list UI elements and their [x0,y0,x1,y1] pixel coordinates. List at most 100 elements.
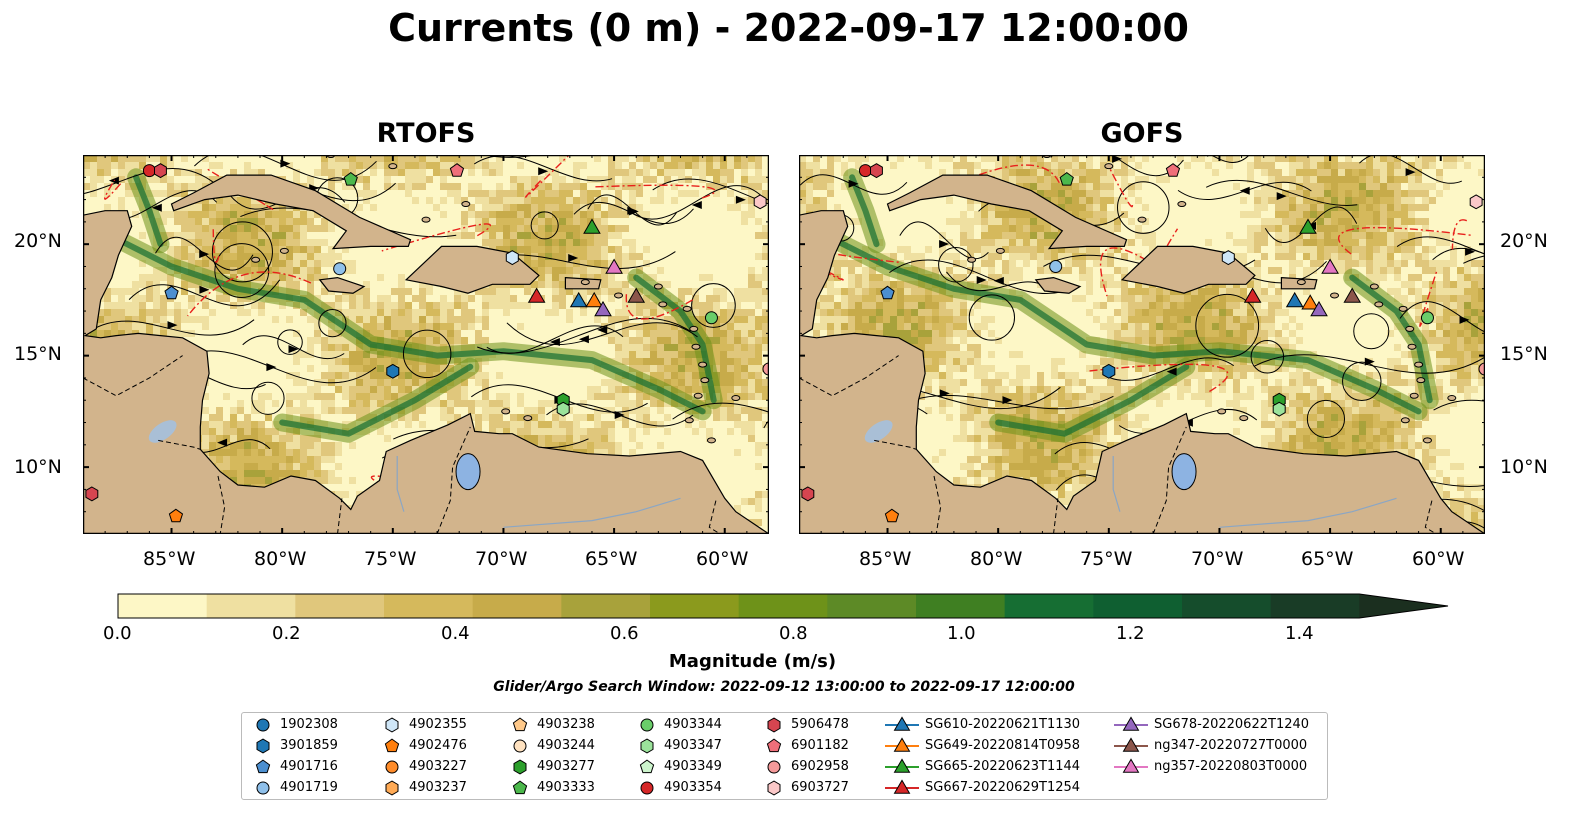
speed-cell [272,211,280,219]
speed-cell [202,393,210,401]
speed-cell [132,218,140,226]
speed-cell [265,246,273,254]
speed-cell [538,288,546,296]
speed-cell [762,358,769,366]
speed-cell [244,246,252,254]
speed-cell [384,253,392,261]
speed-cell [272,358,280,366]
speed-cell [412,316,420,324]
speed-cell [293,372,301,380]
speed-cell [524,386,532,394]
speed-cell [720,204,728,212]
speed-cell [349,407,357,415]
speed-cell [699,309,707,317]
speed-cell [328,162,336,170]
speed-cell [720,344,728,352]
speed-cell [741,449,749,457]
speed-cell [559,204,567,212]
speed-cell [615,449,623,457]
speed-cell [272,162,280,170]
speed-cell [384,435,392,443]
speed-cell [307,169,315,177]
speed-cell [664,169,672,177]
speed-cell [209,414,217,422]
speed-cell [608,225,616,233]
speed-cell [517,253,525,261]
speed-cell [426,211,434,219]
speed-cell [370,169,378,177]
speed-cell [447,330,455,338]
speed-cell [279,393,287,401]
speed-cell [699,295,707,303]
speed-cell [370,393,378,401]
speed-cell [671,197,679,205]
speed-cell [153,274,161,282]
speed-cell [335,491,343,499]
speed-cell [433,239,441,247]
speed-cell [699,197,707,205]
speed-cell [748,330,756,338]
speed-cell [293,470,301,478]
speed-cell [552,211,560,219]
speed-cell [755,421,763,429]
speed-cell [461,393,469,401]
speed-cell [678,155,686,163]
speed-cell [391,169,399,177]
speed-cell [419,211,427,219]
speed-cell [314,281,322,289]
speed-cell [167,218,175,226]
speed-cell [405,428,413,436]
speed-cell [713,239,721,247]
speed-cell [545,204,553,212]
speed-cell [671,204,679,212]
speed-cell [706,183,714,191]
speed-cell [615,407,623,415]
speed-cell [419,253,427,261]
speed-cell [538,183,546,191]
speed-cell [125,309,133,317]
speed-cell [412,176,420,184]
speed-cell [699,225,707,233]
speed-cell [468,190,476,198]
speed-cell [650,337,658,345]
speed-cell [356,456,364,464]
speed-cell [503,197,511,205]
speed-cell [223,232,231,240]
speed-cell [741,351,749,359]
speed-cell [622,260,630,268]
speed-cell [426,400,434,408]
speed-cell [685,337,693,345]
speed-cell [503,428,511,436]
speed-cell [566,337,574,345]
speed-cell [713,407,721,415]
speed-cell [398,155,406,163]
speed-cell [552,176,560,184]
speed-cell [300,435,308,443]
speed-cell [545,316,553,324]
speed-cell [713,204,721,212]
speed-cell [755,442,763,450]
speed-cell [664,260,672,268]
speed-cell [293,155,301,163]
speed-cell [328,449,336,457]
speed-cell [594,414,602,422]
speed-cell [664,337,672,345]
speed-cell [209,302,217,310]
speed-cell [580,379,588,387]
speed-cell [552,239,560,247]
speed-cell [636,309,644,317]
speed-cell [111,309,119,317]
speed-cell [713,470,721,478]
speed-cell [678,365,686,373]
speed-cell [251,232,259,240]
speed-cell [657,183,665,191]
speed-cell [727,253,735,261]
speed-cell [412,246,420,254]
speed-cell [559,435,567,443]
speed-cell [216,407,224,415]
speed-cell [482,407,490,415]
speed-cell [748,498,756,506]
speed-cell [167,274,175,282]
speed-cell [692,295,700,303]
speed-cell [377,162,385,170]
